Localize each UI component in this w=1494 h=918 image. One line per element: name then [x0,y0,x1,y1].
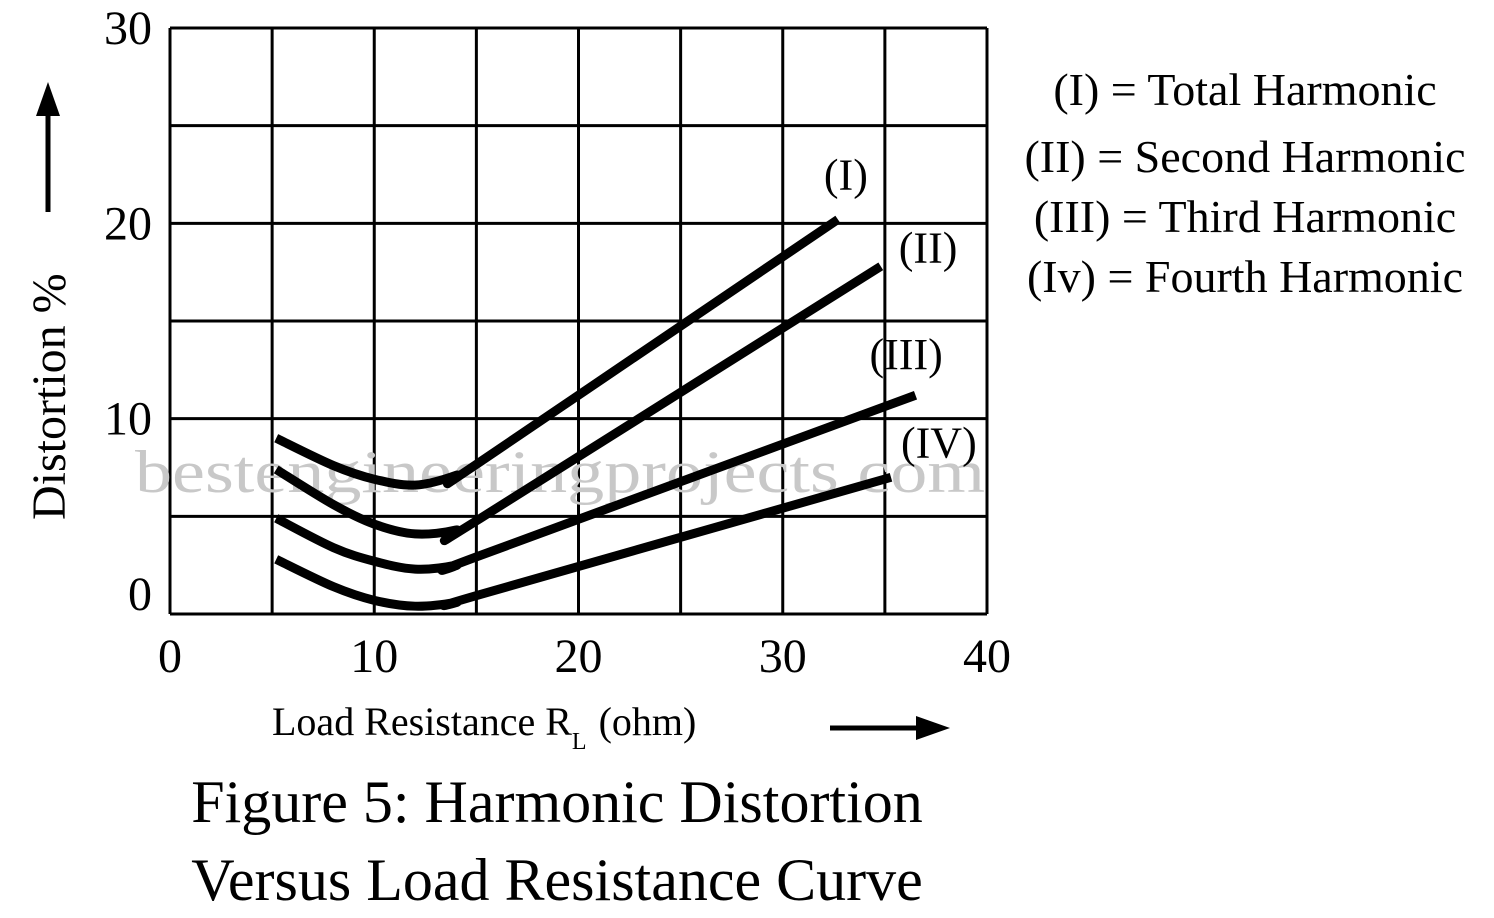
series-label: (IV) [901,418,977,467]
y-axis-arrow-icon [36,82,60,212]
y-tick-label: 0 [128,568,152,621]
x-axis-label-text: Load Resistance R [272,699,572,744]
tick-labels: 0 10 20 30 40 0 10 20 30 [104,2,1011,683]
y-tick-label: 30 [104,2,152,55]
y-axis-label: Distortion % [23,273,76,520]
chart-subtitle: Versus Load Resistance Curve [191,847,922,913]
y-tick-label: 10 [104,393,152,446]
legend-entry: (Iv) = Fourth Harmonic [1027,251,1463,302]
y-tick-label: 20 [104,197,152,250]
x-tick-label: 40 [963,630,1011,683]
chart-title: Figure 5: Harmonic Distortion [191,769,923,835]
legend-entry: (III) = Third Harmonic [1034,191,1456,242]
series-group: (I) (II) (III) (IV) [273,150,977,611]
legend: (I) = Total Harmonic (II) = Second Harmon… [1024,64,1465,302]
x-tick-label: 30 [759,630,807,683]
series-line [274,215,841,490]
legend-entry: (I) = Total Harmonic [1053,64,1436,115]
x-tick-label: 20 [555,630,603,683]
x-tick-label: 10 [350,630,398,683]
series-label: (II) [899,223,958,272]
series-label: (I) [824,150,868,199]
legend-entry: (II) = Second Harmonic [1024,131,1465,182]
y-axis-label-text: Distortion % [23,273,76,520]
series-label: (III) [870,330,943,379]
series-line [274,391,918,575]
x-axis-label-unit: (ohm) [599,699,697,744]
x-axis-label: Load Resistance RL (ohm) [272,699,696,755]
x-axis-label-subscript: L [572,729,587,755]
x-axis-arrow-icon [830,716,950,740]
series-line [273,262,884,546]
series-line [274,472,893,611]
x-tick-label: 0 [158,630,182,683]
